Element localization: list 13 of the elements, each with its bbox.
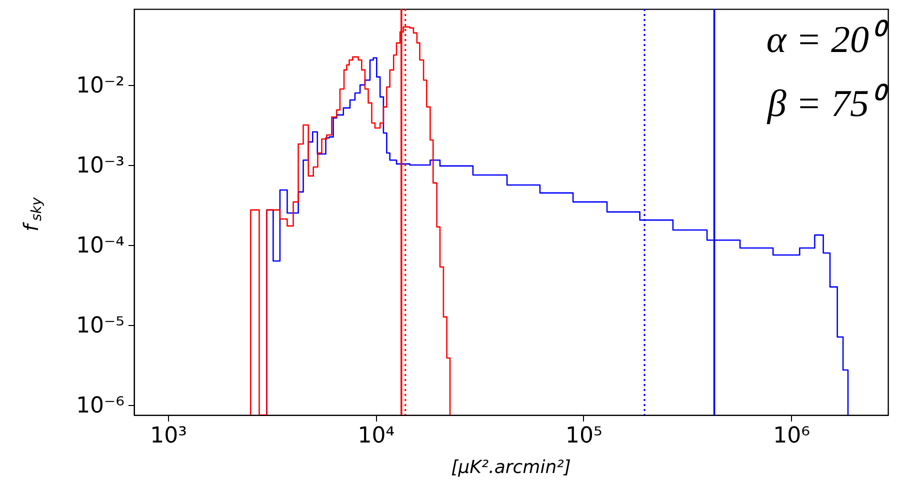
x-tick-label: 10⁵ — [565, 424, 602, 448]
y-tick-label: 10⁻³ — [76, 153, 124, 178]
x-tick-label: 10⁴ — [358, 424, 395, 448]
x-axis-title: [μK².arcmin²] — [451, 457, 571, 478]
y-tick-label: 10⁻² — [76, 73, 124, 98]
y-tick-label: 10⁻⁴ — [76, 233, 125, 258]
y-tick-label: 10⁻⁶ — [76, 394, 125, 419]
x-tick-label: 10⁶ — [773, 424, 810, 448]
annotation: α = 20⁰ — [766, 19, 889, 61]
x-tick-label: 10³ — [150, 424, 187, 448]
y-tick-label: 10⁻⁵ — [76, 313, 124, 338]
y-axis-title: fsky — [19, 196, 45, 232]
annotation: β = 75⁰ — [766, 83, 889, 125]
